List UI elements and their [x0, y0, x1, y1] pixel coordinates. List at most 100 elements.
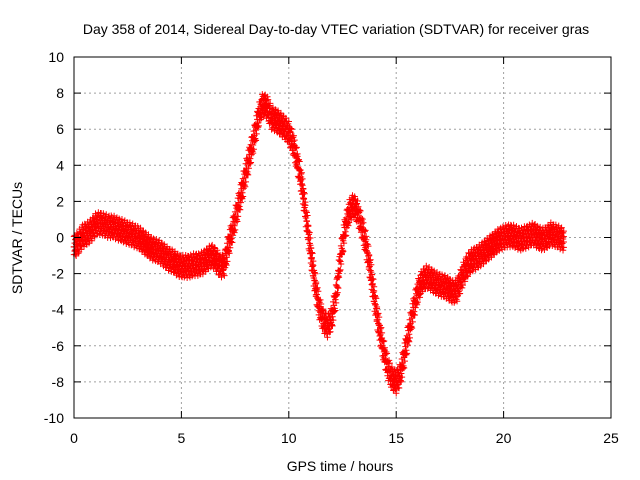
data-point — [212, 259, 219, 267]
data-point — [241, 174, 249, 182]
data-point — [236, 203, 243, 210]
data-point — [309, 261, 316, 268]
data-point — [311, 277, 318, 284]
data-point — [488, 254, 495, 261]
y-tick-label: -8 — [52, 374, 65, 390]
data-point — [459, 281, 466, 289]
data-point — [411, 311, 419, 319]
data-point — [277, 119, 285, 127]
data-point — [337, 266, 344, 274]
data-point — [557, 243, 565, 250]
data-point — [531, 221, 538, 229]
data-point — [305, 228, 313, 236]
data-point — [88, 237, 96, 244]
data-point — [254, 119, 262, 127]
data-point — [324, 334, 331, 341]
data-point — [246, 155, 254, 162]
data-point — [342, 228, 349, 235]
data-point — [332, 307, 339, 314]
data-point — [291, 136, 298, 144]
data-point — [403, 350, 411, 357]
data-point — [311, 269, 318, 276]
data-point — [319, 305, 327, 313]
data-point — [329, 313, 336, 320]
data-point — [223, 254, 230, 261]
data-point — [332, 292, 340, 299]
data-point — [223, 261, 230, 269]
y-tick-label: -2 — [52, 266, 65, 282]
data-point — [239, 193, 247, 200]
ticks — [73, 56, 612, 419]
data-point — [273, 121, 280, 128]
x-tick-label: 0 — [70, 430, 78, 446]
data-point — [293, 144, 300, 151]
data-point — [543, 243, 550, 251]
series-sdtvar — [70, 91, 567, 397]
data-point — [317, 300, 325, 308]
data-point — [287, 125, 295, 132]
y-tick-label: 0 — [56, 230, 64, 246]
data-point — [329, 322, 336, 330]
data-point — [304, 222, 312, 229]
data-point — [390, 367, 398, 375]
data-point — [560, 233, 567, 240]
data-point — [299, 185, 307, 193]
data-point — [298, 180, 305, 188]
data-point — [300, 195, 308, 202]
tick-labels: 0 5 10 15 20 25 -10 -8 -6 -4 -2 0 2 4 6 8 10 — [44, 49, 619, 446]
data-point — [373, 303, 381, 311]
data-point — [115, 215, 123, 222]
data-point — [367, 261, 375, 268]
data-point — [208, 243, 215, 250]
data-point — [336, 267, 343, 275]
data-point — [294, 150, 301, 158]
data-point — [510, 221, 517, 229]
data-point — [298, 169, 305, 176]
data-point — [377, 324, 385, 331]
data-point — [263, 97, 270, 105]
data-point — [285, 128, 292, 136]
data-point — [357, 214, 365, 222]
y-tick-label: 2 — [56, 193, 64, 209]
data-point — [357, 207, 364, 215]
data-point — [412, 304, 419, 311]
data-point — [144, 234, 151, 242]
data-point — [403, 347, 410, 354]
data-point — [380, 337, 388, 345]
data-point — [328, 321, 335, 328]
data-point — [307, 245, 315, 252]
data-point — [375, 310, 382, 317]
data-point — [385, 357, 393, 364]
data-point — [220, 266, 227, 273]
data-point — [464, 273, 471, 280]
data-point — [309, 257, 317, 265]
data-point — [386, 359, 393, 367]
data-point — [230, 228, 237, 235]
data-point — [307, 234, 314, 242]
data-point — [405, 337, 412, 345]
data-point — [356, 207, 363, 214]
data-point — [252, 137, 260, 144]
data-point — [362, 233, 370, 240]
data-point — [241, 183, 249, 190]
data-point — [456, 285, 463, 292]
data-point — [372, 293, 379, 301]
data-point — [375, 313, 383, 321]
data-point — [211, 244, 218, 251]
data-point — [253, 130, 260, 138]
data-point — [496, 247, 503, 254]
data-point — [312, 278, 320, 286]
data-point — [302, 198, 309, 206]
data-point — [355, 203, 362, 210]
y-axis-label: SDTVAR / TECUs — [9, 182, 25, 294]
data-point — [350, 196, 358, 204]
data-point — [296, 158, 303, 165]
data-point — [398, 373, 406, 381]
data-point — [245, 165, 252, 172]
data-point — [282, 114, 290, 122]
data-point — [303, 218, 310, 225]
data-point — [277, 130, 284, 137]
data-point — [443, 275, 451, 282]
data-point — [255, 122, 262, 130]
